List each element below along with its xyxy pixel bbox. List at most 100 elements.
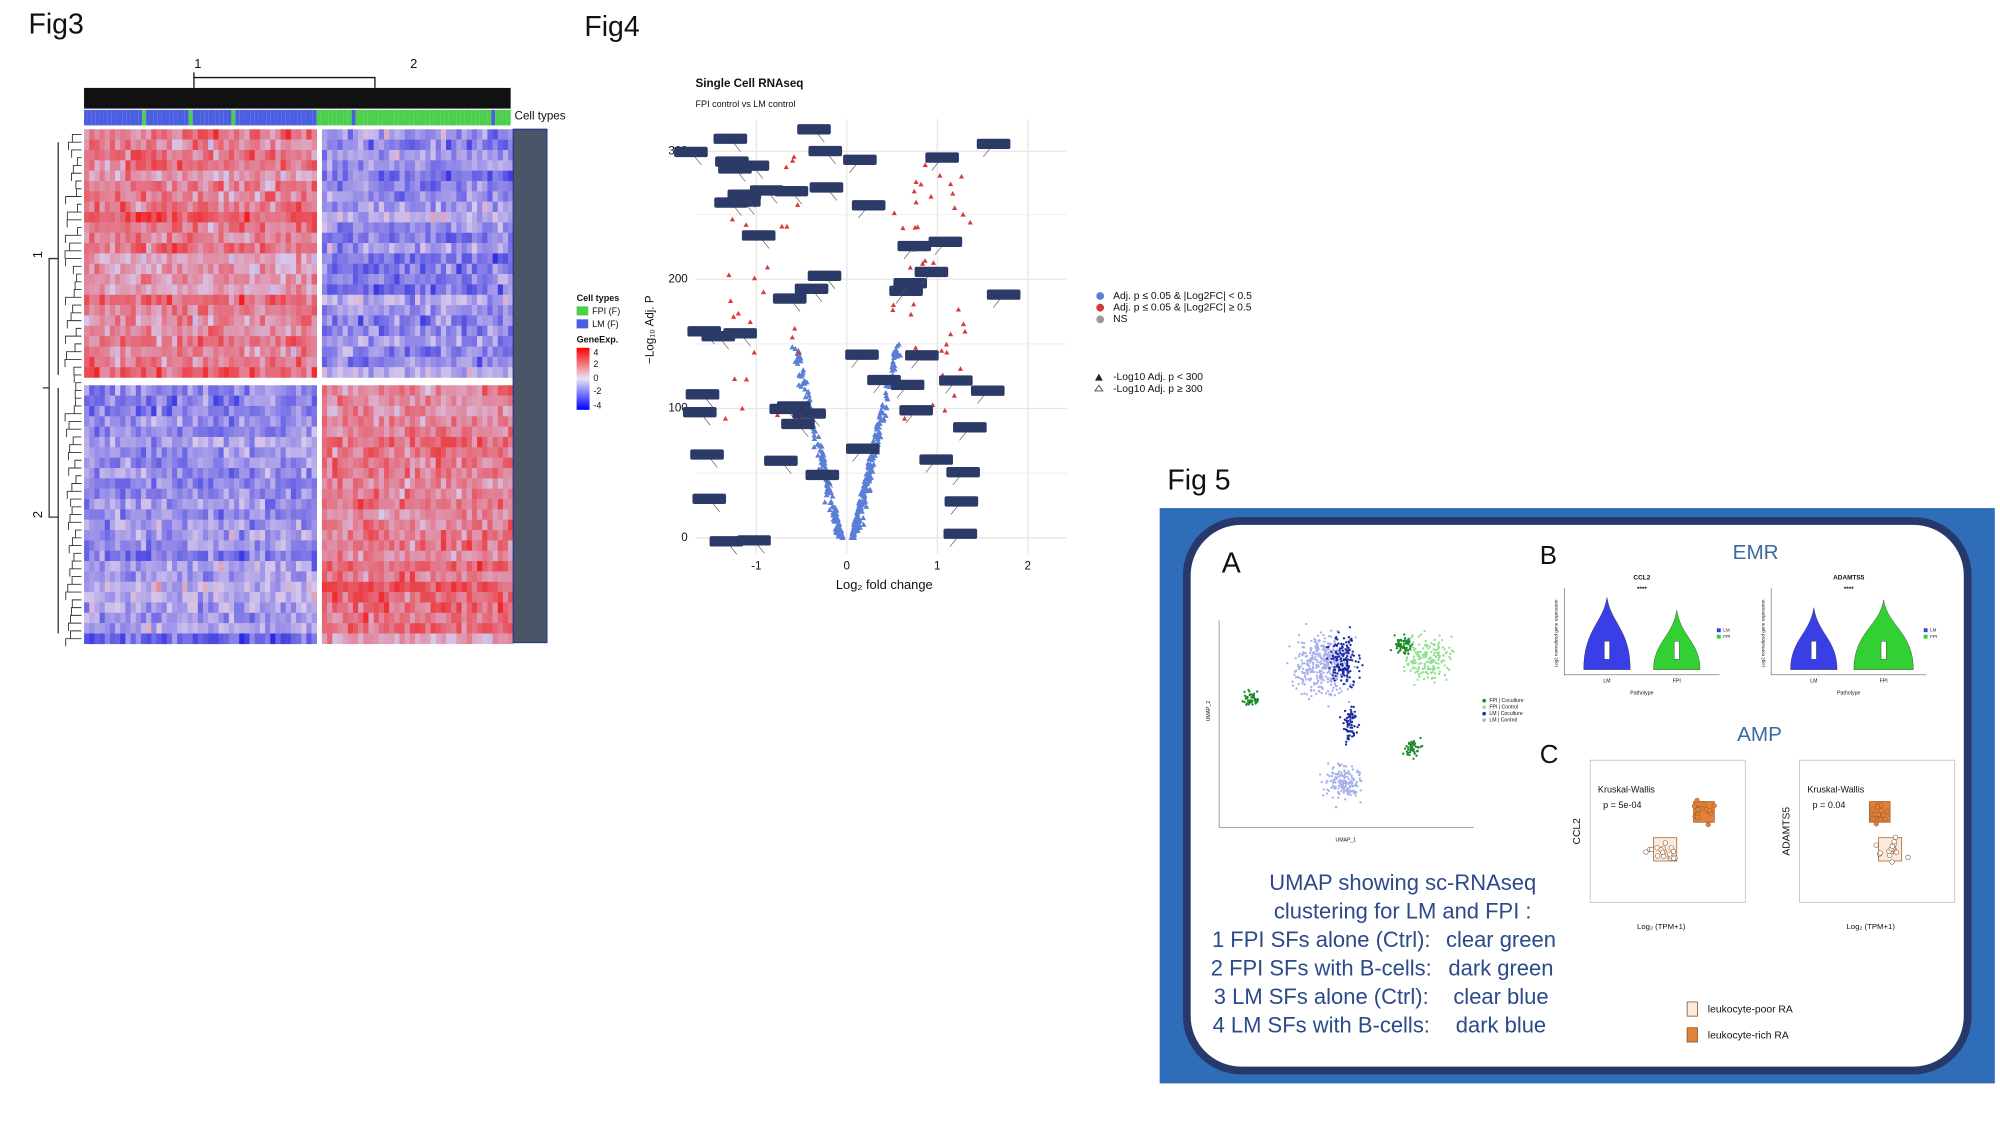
heatmap-cell bbox=[120, 488, 126, 500]
heatmap-cell bbox=[409, 571, 416, 583]
heatmap-cell bbox=[177, 284, 183, 296]
heatmap-cell bbox=[99, 243, 105, 254]
heatmap-cell bbox=[146, 263, 152, 275]
gene-label-box bbox=[893, 278, 928, 289]
heatmap-cell bbox=[487, 222, 493, 233]
umap-point bbox=[1303, 671, 1306, 675]
heatmap-cell bbox=[337, 561, 343, 572]
volcano-point bbox=[890, 302, 897, 308]
heatmap-cell bbox=[352, 509, 359, 520]
heatmap-cell bbox=[420, 550, 426, 562]
heatmap-cell bbox=[383, 149, 390, 161]
umap-point bbox=[1322, 679, 1325, 682]
volcano-point bbox=[891, 366, 898, 372]
heatmap-cell bbox=[420, 395, 426, 407]
heatmap-cell bbox=[275, 581, 281, 593]
heatmap-cell bbox=[202, 478, 209, 489]
heatmap-cell bbox=[177, 602, 183, 614]
heatmap-cell bbox=[404, 294, 411, 306]
heatmap-cell bbox=[451, 519, 457, 531]
volcano-point bbox=[789, 158, 796, 163]
heatmap-cell bbox=[378, 612, 385, 624]
heatmap-cell bbox=[94, 180, 100, 192]
heatmap-cell bbox=[94, 325, 100, 337]
heatmap-cell bbox=[177, 561, 183, 572]
heatmap-cell bbox=[420, 509, 426, 520]
heatmap-cell bbox=[290, 385, 297, 396]
heatmap-cell bbox=[208, 367, 214, 378]
heatmap-cell bbox=[487, 581, 493, 593]
heatmap-cell bbox=[394, 232, 400, 244]
heatmap-cell bbox=[218, 346, 224, 358]
umap-point bbox=[1346, 688, 1350, 691]
heatmap-cell bbox=[213, 149, 219, 161]
heatmap-cell bbox=[135, 263, 142, 275]
heatmap-cell bbox=[254, 499, 261, 510]
heatmap-cell bbox=[151, 222, 157, 233]
heatmap-cell bbox=[228, 232, 235, 244]
heatmap-cell bbox=[502, 180, 509, 192]
heatmap-cell bbox=[352, 201, 359, 213]
heatmap-cell bbox=[202, 416, 209, 427]
volcano-point bbox=[915, 224, 921, 230]
heatmap-cell bbox=[104, 263, 111, 275]
heatmap-cell bbox=[94, 212, 100, 223]
heatmap-cell bbox=[275, 540, 281, 551]
heatmap-cell bbox=[197, 367, 204, 378]
heatmap-cell bbox=[228, 201, 235, 213]
heatmap-cell bbox=[430, 222, 436, 233]
heatmap-cell bbox=[140, 633, 147, 645]
heatmap-cell bbox=[125, 305, 131, 316]
heatmap-cell bbox=[347, 149, 354, 161]
heatmap-cell bbox=[244, 315, 250, 327]
heatmap-cell bbox=[425, 592, 431, 603]
heatmap-cell bbox=[94, 243, 100, 254]
heatmap-cell bbox=[171, 253, 178, 264]
umap-point bbox=[1319, 654, 1322, 658]
heatmap-cell bbox=[239, 633, 245, 645]
heatmap-cell bbox=[492, 170, 499, 182]
heatmap-cell bbox=[327, 385, 333, 396]
heatmap-cell bbox=[477, 305, 483, 316]
heatmap-cell bbox=[347, 294, 354, 306]
heatmap-cell bbox=[337, 592, 343, 603]
heatmap-cell bbox=[213, 232, 219, 244]
heatmap-cell bbox=[228, 530, 235, 541]
heatmap-cell bbox=[280, 385, 286, 396]
heatmap-cell bbox=[234, 180, 240, 192]
heatmap-cell bbox=[430, 416, 436, 427]
gene-label-box bbox=[692, 493, 727, 504]
annotation-cell bbox=[293, 109, 298, 126]
heatmap-cell bbox=[161, 284, 168, 296]
heatmap-cell bbox=[477, 315, 483, 327]
dendrogram-branch bbox=[74, 343, 82, 352]
heatmap-cell bbox=[223, 405, 230, 417]
heatmap-cell bbox=[321, 530, 328, 541]
annotation-cell bbox=[336, 109, 341, 126]
heatmap-cell bbox=[394, 315, 400, 327]
heatmap-cell bbox=[389, 222, 395, 233]
heatmap-cell bbox=[456, 571, 462, 583]
heatmap-cell bbox=[461, 325, 467, 337]
heatmap-cell bbox=[306, 467, 312, 479]
heatmap-cell bbox=[151, 633, 157, 645]
heatmap-cell bbox=[84, 602, 90, 614]
heatmap-cell bbox=[482, 426, 488, 438]
heatmap-cell bbox=[394, 633, 400, 645]
heatmap-cell bbox=[104, 356, 111, 368]
heatmap-cell bbox=[482, 550, 488, 562]
heatmap-cell bbox=[146, 212, 152, 223]
volcano-point bbox=[760, 289, 767, 295]
volcano-point bbox=[863, 471, 870, 477]
heatmap-cell bbox=[327, 416, 333, 427]
heatmap-cell bbox=[249, 212, 255, 223]
heatmap-cell bbox=[285, 416, 292, 427]
heatmap-cell bbox=[383, 499, 390, 510]
heatmap-cell bbox=[89, 294, 95, 306]
heatmap-cell bbox=[492, 488, 499, 500]
heatmap-cell bbox=[466, 160, 473, 171]
heatmap-cell bbox=[218, 325, 224, 337]
heatmap-cell bbox=[383, 571, 390, 583]
heatmap-cell bbox=[306, 581, 312, 593]
heatmap-cell bbox=[466, 550, 473, 562]
